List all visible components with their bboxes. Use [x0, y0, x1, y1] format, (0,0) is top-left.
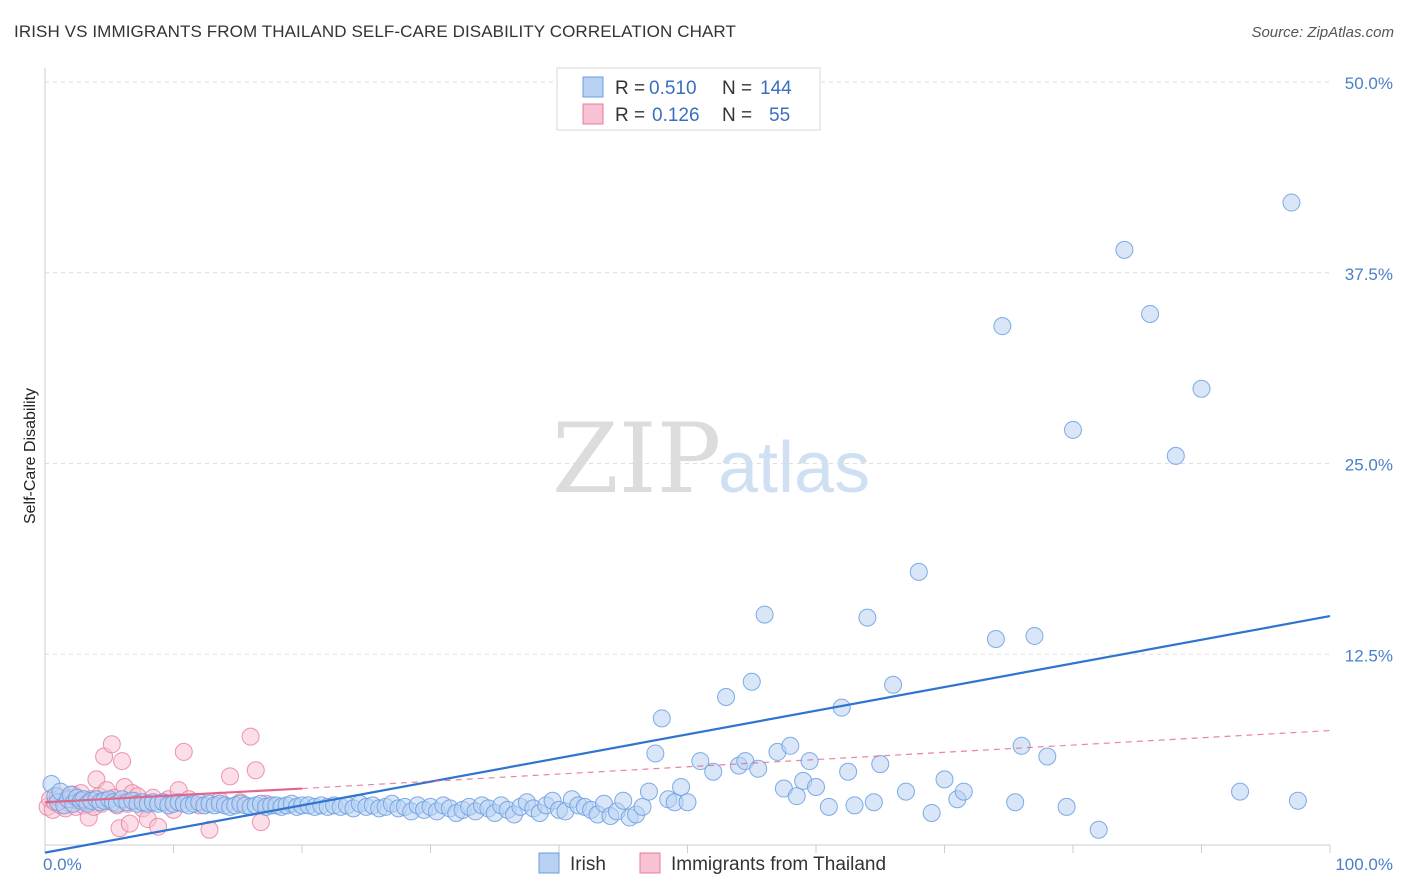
legend-top: R = 0.510 N = 144 R = 0.126 N = 55 — [556, 67, 821, 131]
thailand-point-51 — [241, 727, 260, 746]
series-thailand-points — [38, 727, 276, 839]
series-irish-points — [42, 193, 1307, 839]
irish-point-125 — [781, 736, 800, 755]
legend-r-label-1: R = — [615, 78, 645, 99]
irish-point-150 — [1057, 797, 1076, 816]
irish-point-149 — [1038, 747, 1057, 766]
irish-point-145 — [993, 317, 1012, 336]
irish-point-144 — [986, 629, 1005, 648]
irish-point-113 — [672, 778, 691, 797]
y-tick-label-3: 50.0% — [1345, 74, 1393, 93]
irish-point-156 — [1192, 379, 1211, 398]
irish-point-151 — [1064, 420, 1082, 439]
irish-point-135 — [864, 793, 883, 812]
legend-r-value-1: 0.510 — [649, 78, 697, 99]
irish-point-148 — [1025, 626, 1044, 645]
irish-point-115 — [691, 752, 710, 771]
irish-point-158 — [1282, 193, 1301, 212]
irish-trend-line — [44, 615, 1331, 854]
irish-point-155 — [1166, 446, 1185, 465]
thailand-trend-line — [44, 787, 303, 804]
y-tick-label-1: 25.0% — [1345, 456, 1393, 475]
irish-point-137 — [884, 675, 903, 694]
legend-swatch-thailand — [582, 103, 604, 125]
irish-point-126 — [787, 787, 806, 806]
irish-point-128 — [800, 752, 819, 771]
source-label: Source: ZipAtlas.com — [1251, 24, 1394, 41]
x-tick-label-1: 100.0% — [1335, 855, 1393, 874]
irish-point-121 — [749, 759, 768, 778]
x-tick-label-0: 0.0% — [43, 855, 82, 874]
irish-point-104 — [614, 791, 633, 810]
irish-point-133 — [845, 796, 864, 815]
irish-point-147 — [1012, 736, 1031, 755]
legend-bottom-irish: Irish — [570, 854, 606, 875]
irish-point-138 — [896, 782, 915, 801]
irish-point-129 — [807, 778, 825, 797]
thailand-point-44 — [174, 742, 193, 761]
legend-n-value-1: 144 — [760, 78, 792, 99]
irish-point-132 — [839, 762, 858, 781]
grid — [45, 81, 1330, 655]
thailand-point-52 — [246, 761, 265, 780]
y-tick-label-2: 37.5% — [1345, 265, 1393, 284]
irish-point-141 — [935, 770, 954, 789]
irish-point-153 — [1115, 240, 1134, 259]
irish-point-116 — [704, 762, 723, 781]
irish-point-143 — [954, 782, 973, 801]
y-tick-label-0: 12.5% — [1345, 646, 1393, 665]
watermark-atlas: atlas — [718, 428, 870, 508]
irish-point-130 — [819, 797, 838, 816]
thailand-trend-line-dashed — [301, 729, 1331, 790]
irish-point-122 — [755, 605, 774, 624]
legend-n-label-2: N = — [722, 105, 752, 126]
legend-bottom: Irish Immigrants from Thailand — [538, 852, 886, 875]
legend-n-value-2: 55 — [769, 105, 790, 126]
thailand-point-49 — [221, 767, 240, 786]
irish-point-152 — [1089, 820, 1108, 839]
irish-point-107 — [633, 797, 652, 816]
legend-bottom-swatch-thailand — [639, 852, 661, 874]
irish-point-136 — [871, 755, 890, 774]
chart-title: IRISH VS IMMIGRANTS FROM THAILAND SELF-C… — [14, 22, 736, 41]
irish-point-139 — [909, 562, 928, 581]
legend-r-label-2: R = — [615, 105, 645, 126]
thailand-point-29 — [113, 752, 132, 771]
legend-bottom-swatch-irish — [538, 852, 560, 874]
irish-point-140 — [922, 803, 941, 822]
irish-point-110 — [652, 709, 671, 728]
thailand-point-25 — [102, 735, 121, 754]
thailand-point-32 — [120, 814, 139, 833]
irish-point-154 — [1141, 304, 1160, 323]
axes — [44, 68, 1331, 853]
irish-point-108 — [639, 782, 658, 801]
legend-bottom-thailand: Immigrants from Thailand — [671, 854, 886, 875]
thailand-point-53 — [251, 813, 270, 832]
legend-r-value-2: 0.126 — [652, 105, 700, 126]
watermark: ZIP atlas — [552, 403, 870, 515]
trend-lines — [44, 615, 1331, 854]
y-tick-labels: 12.5% 25.0% 37.5% 50.0% — [1345, 74, 1393, 665]
irish-point-120 — [742, 672, 761, 691]
irish-point-146 — [1006, 793, 1025, 812]
irish-point-109 — [646, 744, 665, 763]
legend-n-label-1: N = — [722, 78, 752, 99]
legend-swatch-irish — [582, 76, 604, 98]
irish-point-134 — [858, 608, 877, 627]
irish-point-114 — [678, 793, 697, 812]
irish-point-117 — [717, 687, 736, 706]
x-tick-labels: 0.0% 100.0% — [43, 855, 1393, 874]
irish-point-159 — [1288, 791, 1307, 810]
irish-point-157 — [1231, 782, 1250, 801]
watermark-zip: ZIP — [552, 403, 721, 515]
y-axis-label: Self-Care Disability — [22, 388, 39, 524]
